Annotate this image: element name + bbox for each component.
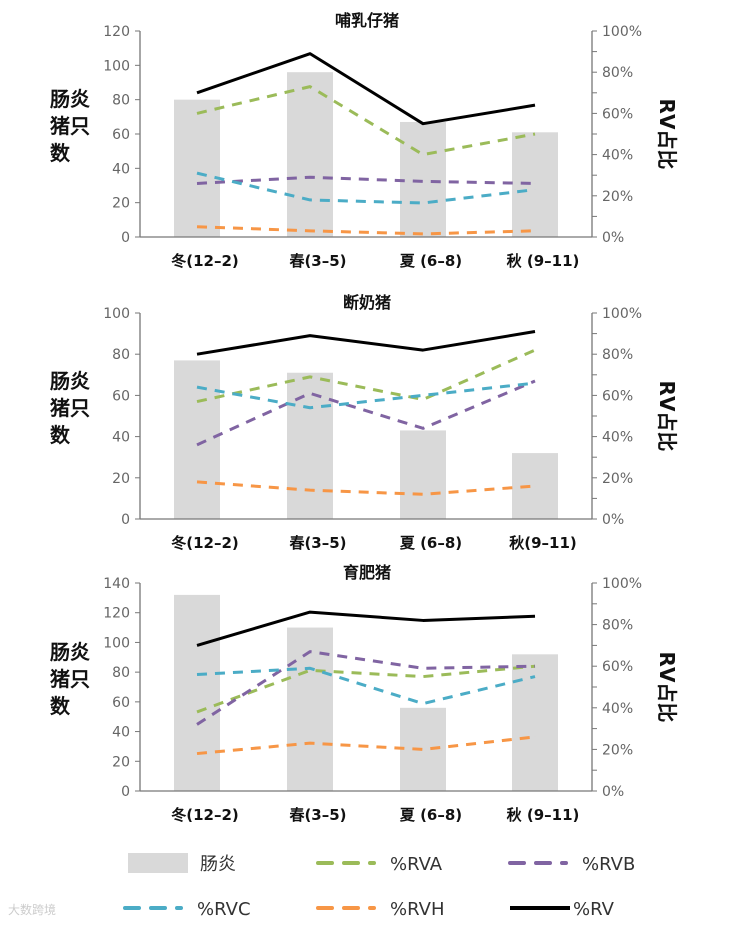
y-tick-label: 100: [103, 306, 130, 322]
y-axis-label: 肠炎: [50, 87, 90, 111]
category-label: 夏 (6–8): [399, 806, 462, 824]
series-line-RVH: [197, 737, 535, 754]
y2-tick-label: 80%: [602, 65, 633, 81]
series-line-RVA: [197, 87, 535, 155]
category-label: 冬(12–2): [171, 534, 239, 552]
chart-panel-1: 0 20 40 60 80 100 0% 20% 40% 60% 80% 100% 断奶猪冬(12–2)…: [50, 293, 679, 552]
series-line-RV: [197, 54, 535, 124]
legend-label: %RV: [573, 899, 615, 920]
series-line-RVB: [197, 177, 535, 183]
y2-tick-label: 60%: [602, 106, 633, 122]
series-line-RVH: [197, 227, 535, 234]
category-label: 冬(12–2): [171, 252, 239, 270]
y2-tick-label: 100%: [602, 306, 642, 322]
series-line-RVC: [197, 173, 535, 203]
y2-tick-label: 100%: [602, 24, 642, 40]
y-axis-label: 猪只: [50, 396, 90, 420]
y2-tick-label: 0%: [602, 512, 624, 528]
y2-axis-label: RV占比: [655, 99, 679, 170]
y-tick-label: 40: [112, 725, 130, 741]
legend-label: %RVA: [390, 854, 443, 875]
y-tick-label: 40: [112, 161, 130, 177]
y-axis-label: 数: [50, 694, 71, 718]
series-line-RV: [197, 612, 535, 645]
y-tick-label: 80: [112, 665, 130, 681]
bar-1: [287, 373, 333, 519]
category-label: 秋 (9–11): [507, 252, 580, 270]
chart-panel-2: 0 20 40 60 80 100 120 140 0% 20% 40% 60% 80% 100% 育肥猪冬…: [50, 563, 679, 824]
y2-tick-label: 40%: [602, 148, 633, 164]
y-tick-label: 60: [112, 695, 130, 711]
y-tick-label: 20: [112, 754, 130, 770]
y-axis-label: 数: [50, 141, 71, 165]
series-line-RVB: [197, 381, 535, 445]
bar-0: [174, 595, 220, 791]
category-label: 冬(12–2): [171, 806, 239, 824]
series-line-RVC: [197, 668, 535, 703]
y-tick-label: 40: [112, 430, 130, 446]
chart-title: 哺乳仔猪: [335, 11, 399, 30]
y-axis-label: 猪只: [50, 114, 90, 138]
y2-tick-label: 100%: [602, 576, 642, 592]
bar-0: [174, 360, 220, 519]
y-axis-label: 数: [50, 423, 71, 447]
y2-tick-label: 60%: [602, 388, 633, 404]
y-tick-label: 120: [103, 606, 130, 622]
bar-2: [400, 122, 446, 237]
legend-label: %RVC: [197, 899, 251, 920]
y-axis-label: 肠炎: [50, 369, 90, 393]
series-line-RVH: [197, 482, 535, 494]
y2-tick-label: 60%: [602, 659, 633, 675]
y-tick-label: 60: [112, 388, 130, 404]
category-label: 春(3–5): [289, 252, 346, 270]
y2-tick-label: 80%: [602, 618, 633, 634]
y-tick-label: 0: [121, 230, 130, 246]
category-label: 夏 (6–8): [399, 252, 462, 270]
y2-tick-label: 20%: [602, 471, 633, 487]
legend-label: 肠炎: [200, 854, 236, 875]
category-label: 夏 (6–8): [399, 534, 462, 552]
series-line-RVA: [197, 350, 535, 402]
y2-axis-label: RV占比: [655, 381, 679, 452]
y2-tick-label: 40%: [602, 430, 633, 446]
y2-tick-label: 0%: [602, 230, 624, 246]
y-tick-label: 120: [103, 24, 130, 40]
watermark: 大数跨境: [8, 902, 56, 917]
y-tick-label: 20: [112, 471, 130, 487]
y-tick-label: 0: [121, 512, 130, 528]
y-tick-label: 80: [112, 347, 130, 363]
category-label: 春(3–5): [289, 534, 346, 552]
y-tick-label: 0: [121, 784, 130, 800]
category-label: 秋 (9–11): [507, 806, 580, 824]
y-tick-label: 100: [103, 58, 130, 74]
category-label: 秋(9–11): [509, 534, 577, 552]
bar-0: [174, 100, 220, 237]
legend-swatch-bar: [128, 853, 188, 873]
legend-label: %RVB: [582, 854, 635, 875]
y-axis-label: 肠炎: [50, 640, 90, 664]
category-label: 春(3–5): [289, 806, 346, 824]
legend-label: %RVH: [390, 899, 444, 920]
y2-tick-label: 20%: [602, 189, 633, 205]
bar-3: [512, 654, 558, 791]
y2-tick-label: 0%: [602, 784, 624, 800]
legend: 肠炎 %RVA %RVB %RVC %RVH %RV: [125, 853, 635, 920]
chart-title: 育肥猪: [343, 563, 391, 582]
chart-panel-0: 0 20 40 60 80 100 120 0% 20% 40% 60% 80% 100% 哺乳仔猪冬(1…: [50, 11, 679, 270]
y-axis-label: 猪只: [50, 667, 90, 691]
bar-2: [400, 430, 446, 519]
series-line-RV: [197, 332, 535, 355]
y-tick-label: 140: [103, 576, 130, 592]
y-tick-label: 100: [103, 635, 130, 651]
y-tick-label: 20: [112, 196, 130, 212]
y2-tick-label: 40%: [602, 701, 633, 717]
y2-tick-label: 80%: [602, 347, 633, 363]
y-tick-label: 60: [112, 127, 130, 143]
y-tick-label: 80: [112, 93, 130, 109]
chart-title: 断奶猪: [343, 293, 391, 312]
bar-3: [512, 132, 558, 237]
y2-axis-label: RV占比: [655, 652, 679, 723]
y2-tick-label: 20%: [602, 742, 633, 758]
